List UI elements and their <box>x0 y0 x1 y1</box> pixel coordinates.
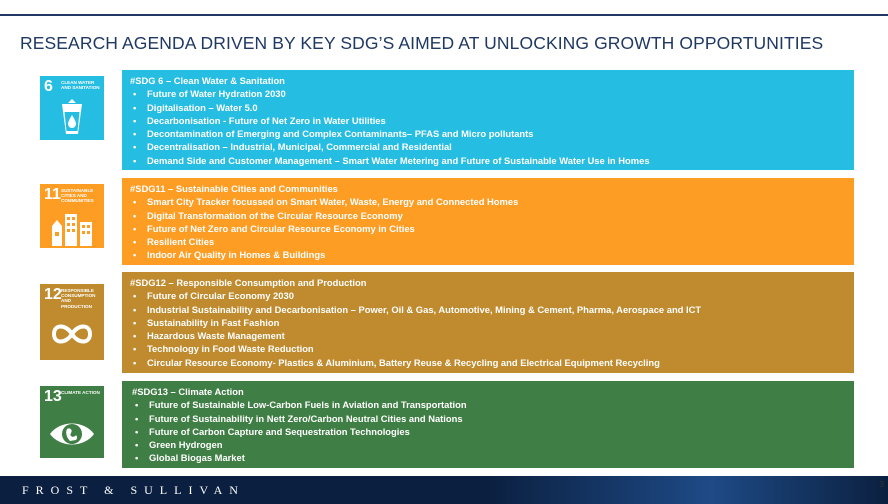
footer-logo: FROST & SULLIVAN <box>22 483 245 497</box>
sdg13-tile: 13 CLIMATE ACTION <box>40 386 104 458</box>
sdg6-heading: #SDG 6 – Clean Water & Sanitation <box>130 75 285 86</box>
sdg6-caption: CLEAN WATER AND SANITATION <box>61 80 100 91</box>
sdg11-number: 11 <box>44 186 61 203</box>
sdg11-heading: #SDG11 – Sustainable Cities and Communit… <box>130 183 338 194</box>
list-item: Future of Net Zero and Circular Resource… <box>130 222 846 235</box>
sdg13-panel: #SDG13 – Climate Action Future of Sustai… <box>122 381 854 468</box>
eye-globe-icon <box>50 423 94 445</box>
sdg11-panel: #SDG11 – Sustainable Cities and Communit… <box>122 178 854 265</box>
water-glass-icon <box>62 99 82 134</box>
sdg11-tile: 11 SUSTAINABLE CITIES AND COMMUNITIES <box>40 184 104 248</box>
list-item: Future of Sustainable Low-Carbon Fuels i… <box>132 398 846 411</box>
sdg13-caption: CLIMATE ACTION <box>61 390 100 395</box>
list-item: Digital Transformation of the Circular R… <box>130 209 846 222</box>
list-item: Technology in Food Waste Reduction <box>130 342 846 355</box>
list-item: Decentralisation – Industrial, Municipal… <box>130 140 846 153</box>
sdg13-heading: #SDG13 – Climate Action <box>132 386 244 397</box>
list-item: Resilient Cities <box>130 235 846 248</box>
sdg6-panel: #SDG 6 – Clean Water & Sanitation Future… <box>122 70 854 170</box>
sdg6-number: 6 <box>44 78 53 95</box>
list-item: Future of Circular Economy 2030 <box>130 289 846 302</box>
list-item: Sustainability in Fast Fashion <box>130 316 846 329</box>
sdg6-tile: 6 CLEAN WATER AND SANITATION <box>40 76 104 140</box>
list-item: Digitalisation – Water 5.0 <box>130 101 846 114</box>
city-buildings-icon <box>52 214 92 246</box>
list-item: Demand Side and Customer Management – Sm… <box>130 154 846 167</box>
list-item: Smart City Tracker focussed on Smart Wat… <box>130 195 846 208</box>
sdg12-panel: #SDG12 – Responsible Consumption and Pro… <box>122 272 854 373</box>
list-item: Decontamination of Emerging and Complex … <box>130 127 846 140</box>
sdg13-number: 13 <box>44 388 62 405</box>
list-item: Indoor Air Quality in Homes & Buildings <box>130 248 846 261</box>
list-item: Future of Water Hydration 2030 <box>130 87 846 100</box>
top-rule <box>0 14 888 16</box>
list-item: Green Hydrogen <box>132 438 846 451</box>
page-title: RESEARCH AGENDA DRIVEN BY KEY SDG’S AIME… <box>20 33 824 53</box>
sdg12-heading: #SDG12 – Responsible Consumption and Pro… <box>130 277 367 288</box>
list-item: Hazardous Waste Management <box>130 329 846 342</box>
sdg11-caption: SUSTAINABLE CITIES AND COMMUNITIES <box>61 188 94 204</box>
footer-bar: FROST & SULLIVAN <box>0 476 888 504</box>
list-item: Global Biogas Market <box>132 451 846 464</box>
sdg12-caption: RESPONSIBLE CONSUMPTION AND PRODUCTION <box>61 288 96 309</box>
sdg12-tile: 12 RESPONSIBLE CONSUMPTION AND PRODUCTIO… <box>40 284 104 360</box>
page-number: 3 <box>879 480 884 489</box>
list-item: Future of Sustainability in Nett Zero/Ca… <box>132 412 846 425</box>
sdg12-number: 12 <box>44 286 62 303</box>
list-item: Industrial Sustainability and Decarbonis… <box>130 303 846 316</box>
list-item: Future of Carbon Capture and Sequestrati… <box>132 425 846 438</box>
list-item: Circular Resource Economy- Plastics & Al… <box>130 356 846 369</box>
list-item: Decarbonisation - Future of Net Zero in … <box>130 114 846 127</box>
infinity-loop-icon <box>51 324 93 344</box>
